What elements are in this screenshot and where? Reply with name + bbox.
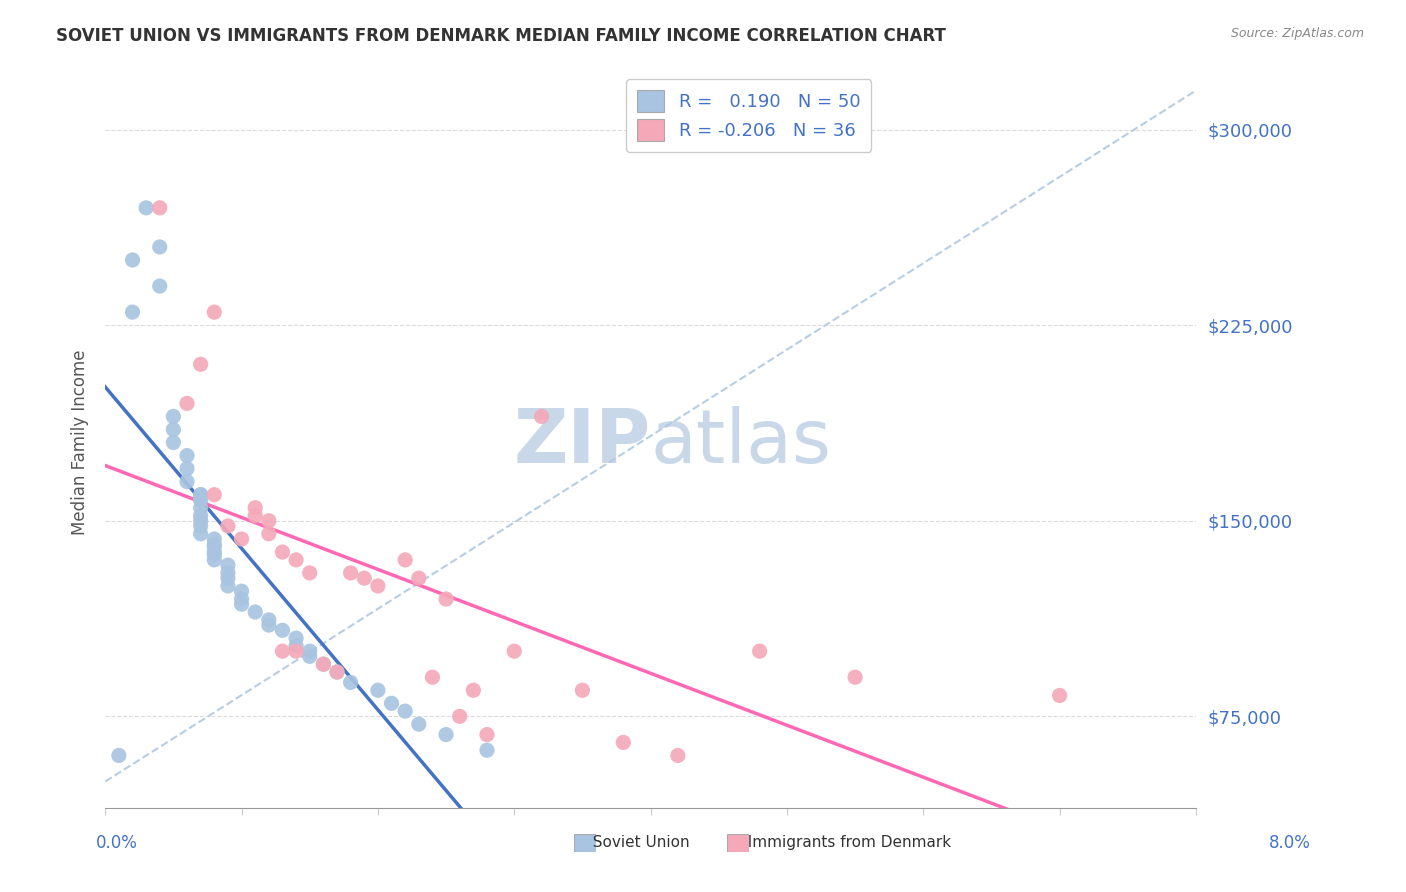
Point [176,475,198,489]
Text: Source: ZipAtlas.com: Source: ZipAtlas.com [1230,27,1364,40]
Point [339,566,361,580]
Point [285,553,308,567]
Point [121,305,143,319]
Point [257,613,280,627]
Point [298,644,321,658]
Point [202,488,225,502]
Text: 8.0%: 8.0% [1268,834,1310,852]
Point [463,683,485,698]
Point [571,683,593,698]
Point [231,597,253,611]
Point [312,657,335,672]
Point [190,500,212,515]
Point [257,514,280,528]
Point [408,571,430,585]
Point [149,240,172,254]
Text: Soviet Union: Soviet Union [583,836,690,850]
Point [422,670,444,684]
Point [271,644,294,658]
Point [217,558,239,573]
Text: Immigrants from Denmark: Immigrants from Denmark [738,836,952,850]
Point [190,488,212,502]
Point [245,500,267,515]
Point [190,526,212,541]
Point [312,657,335,672]
Point [217,519,239,533]
Point [326,665,349,679]
Point [271,624,294,638]
Point [176,449,198,463]
Point [408,717,430,731]
Point [190,488,212,502]
Point [475,743,498,757]
Point [190,519,212,533]
Point [449,709,471,723]
Point [135,201,157,215]
Legend: R =   0.190   N = 50, R = -0.206   N = 36: R = 0.190 N = 50, R = -0.206 N = 36 [626,79,872,153]
Point [190,492,212,507]
Point [202,545,225,559]
Point [748,644,770,658]
Point [257,526,280,541]
Point [231,584,253,599]
Point [353,571,375,585]
Point [162,422,184,436]
Point [202,548,225,562]
Point [176,461,198,475]
Point [394,553,416,567]
Point [271,545,294,559]
Point [394,704,416,718]
Point [530,409,553,424]
Point [162,435,184,450]
Y-axis label: Median Family Income: Median Family Income [72,350,89,535]
Point [475,728,498,742]
Point [367,579,389,593]
Point [380,696,402,710]
Point [339,675,361,690]
Point [217,566,239,580]
Point [190,357,212,371]
Point [285,644,308,658]
Point [257,618,280,632]
Point [202,305,225,319]
Point [434,728,457,742]
Point [162,409,184,424]
Point [298,566,321,580]
Point [844,670,866,684]
Point [176,396,198,410]
Point [202,553,225,567]
Point [202,532,225,546]
Point [231,532,253,546]
Point [666,748,689,763]
Point [190,508,212,523]
Point [190,514,212,528]
Point [202,537,225,551]
Point [1049,689,1071,703]
Point [217,571,239,585]
Point [149,201,172,215]
Point [108,748,131,763]
Point [231,592,253,607]
Point [367,683,389,698]
Text: ZIP: ZIP [513,406,651,479]
Point [202,540,225,554]
Point [217,579,239,593]
Text: 0.0%: 0.0% [96,834,138,852]
Point [121,252,143,267]
Point [503,644,526,658]
Point [285,639,308,653]
Text: atlas: atlas [651,406,831,479]
Point [245,508,267,523]
Point [612,735,634,749]
Point [434,592,457,607]
Point [245,605,267,619]
Point [149,279,172,293]
Point [326,665,349,679]
Text: SOVIET UNION VS IMMIGRANTS FROM DENMARK MEDIAN FAMILY INCOME CORRELATION CHART: SOVIET UNION VS IMMIGRANTS FROM DENMARK … [56,27,946,45]
Point [298,649,321,664]
Point [285,631,308,645]
